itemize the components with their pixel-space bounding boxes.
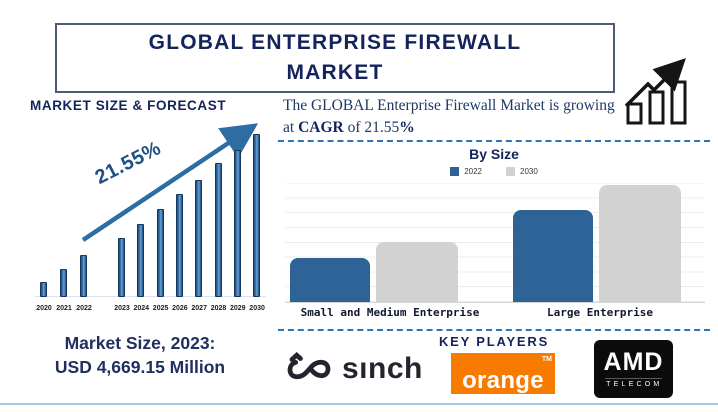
dashed-divider-top <box>278 140 710 142</box>
bysize-chart-title: By Size <box>469 146 519 162</box>
forecast-year-label-2027: 2027 <box>191 305 207 312</box>
amd-telecom-label: TELECOM <box>604 378 663 388</box>
forecast-bar-2020 <box>40 282 47 297</box>
intro-sentence: The GLOBAL Enterprise Firewall Market is… <box>283 95 628 138</box>
growth-chart-icon <box>624 58 687 125</box>
forecast-bar-2023 <box>118 238 125 297</box>
orange-logo: TM orange <box>451 353 555 394</box>
market-size-line2: USD 4,669.15 Million <box>54 356 226 377</box>
legend-swatch-2030 <box>506 167 515 176</box>
dashed-divider-bottom <box>278 329 710 331</box>
key-players-heading: KEY PLAYERS <box>438 334 550 349</box>
sinch-wordmark: sınch <box>342 352 423 385</box>
legend-label-2030: 2030 <box>520 167 538 176</box>
title-box: GLOBAL ENTERPRISE FIREWALL MARKET <box>55 23 615 93</box>
bysize-category-labels: Small and Medium Enterprise Large Enterp… <box>285 306 705 319</box>
forecast-year-label-2029: 2029 <box>230 305 246 312</box>
intro-part1: The GLOBAL Enterprise Firewall Market is… <box>283 97 615 136</box>
bysize-bar-2030-large <box>599 185 681 302</box>
forecast-year-label-2020: 2020 <box>36 305 52 312</box>
forecast-year-label-2025: 2025 <box>152 305 169 312</box>
forecast-bar-2025 <box>156 208 164 297</box>
amd-wordmark: AMD <box>603 348 664 376</box>
bysize-category-large: Large Enterprise <box>547 306 653 319</box>
market-size-line1: Market Size, 2023: <box>64 333 216 353</box>
bottom-accent-line <box>0 403 718 405</box>
legend-swatch-2022 <box>450 167 460 176</box>
forecast-year-label-2028: 2028 <box>210 305 227 312</box>
orange-wordmark: orange <box>462 366 544 394</box>
forecast-bar-2024 <box>137 223 145 297</box>
intro-percent: % <box>399 118 415 136</box>
legend-item-2030: 2030 <box>506 167 538 176</box>
forecast-bar-2022 <box>80 254 87 297</box>
forecast-year-label-2030: 2030 <box>249 305 265 312</box>
intro-part2: of 21.55 <box>343 118 400 136</box>
forecast-bar-2021 <box>60 269 67 297</box>
bysize-bar-2022-large <box>513 209 593 302</box>
forecast-bar-2030 <box>253 134 261 297</box>
bysize-plot <box>285 183 705 303</box>
forecast-year-label-2026: 2026 <box>172 305 188 312</box>
forecast-baseline <box>35 296 266 297</box>
bysize-bar-2022-sme <box>290 257 370 302</box>
forecast-year-label-2024: 2024 <box>133 305 150 312</box>
infinity-knot-icon <box>287 352 331 380</box>
amd-telecom-logo: AMD TELECOM <box>594 340 673 398</box>
market-size-callout: Market Size, 2023: USD 4,669.15 Million <box>8 332 272 379</box>
forecast-year-label-2022: 2022 <box>76 305 92 312</box>
cagr-trend-arrow <box>81 123 259 242</box>
page-title: GLOBAL ENTERPRISE FIREWALL MARKET <box>148 30 522 84</box>
forecast-section-heading: MARKET SIZE & FORECAST <box>30 98 227 113</box>
forecast-bar-2028 <box>214 163 222 297</box>
forecast-bar-2029 <box>233 150 241 297</box>
legend-item-2022: 2022 <box>450 167 482 176</box>
sinch-logo: sınch <box>283 350 423 388</box>
forecast-year-label-2021: 2021 <box>56 305 72 312</box>
legend-label-2022: 2022 <box>464 167 482 176</box>
bysize-bar-2030-sme <box>376 242 458 302</box>
forecast-bar-2027 <box>195 179 203 297</box>
intro-cagr-word: CAGR <box>298 118 344 136</box>
forecast-bar-2026 <box>175 194 183 297</box>
orange-trademark: TM <box>541 356 552 363</box>
bysize-category-sme: Small and Medium Enterprise <box>300 306 480 319</box>
forecast-year-label-2023: 2023 <box>114 305 130 312</box>
forecast-chart: 21.55% 2020 2021 2022 2023 2024 2025 2026 2027 2… <box>33 120 268 316</box>
bysize-legend: 2022 2030 <box>278 167 710 176</box>
